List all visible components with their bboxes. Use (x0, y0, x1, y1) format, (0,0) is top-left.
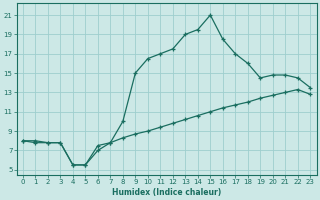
X-axis label: Humidex (Indice chaleur): Humidex (Indice chaleur) (112, 188, 221, 197)
